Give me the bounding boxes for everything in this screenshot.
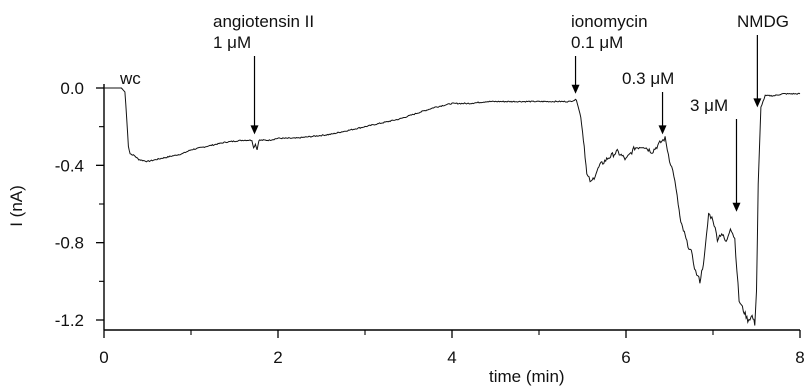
- annotation-arrow-head: [250, 125, 259, 135]
- tick-labels: 0 2 4 6 8 0.0 -0.4 -0.8 -1.2: [55, 79, 805, 367]
- annotation-arrow-head: [658, 125, 667, 135]
- annotation: ionomycin 0.1 μM: [571, 12, 648, 94]
- annotation-arrow-head: [732, 202, 741, 212]
- x-tick-label: 4: [447, 348, 456, 367]
- annotation-label: 0.3 μM: [622, 69, 674, 88]
- x-tick-label: 2: [273, 348, 282, 367]
- y-tick-label: -1.2: [55, 311, 84, 330]
- annotation-label: wc: [119, 69, 141, 88]
- annotation-arrow-head: [753, 98, 762, 108]
- y-axis-title: I (nA): [7, 185, 26, 227]
- annotation-label: 1 μM: [213, 33, 251, 52]
- annotation: NMDG: [737, 12, 789, 108]
- current-trace: [104, 87, 801, 326]
- y-tick-label: -0.4: [55, 156, 84, 175]
- annotation-label: 3 μM: [690, 96, 728, 115]
- annotation: 3 μM: [690, 96, 741, 212]
- annotation-label: 0.1 μM: [571, 33, 623, 52]
- annotation: wc: [119, 69, 141, 88]
- x-tick-label: 0: [99, 348, 108, 367]
- ticks: [96, 87, 801, 338]
- annotations: wc angiotensin II 1 μM ionomycin 0.1 μM 0.3 μ…: [119, 12, 789, 212]
- y-tick-label: 0.0: [60, 79, 84, 98]
- annotation-label: NMDG: [737, 12, 789, 31]
- x-axis-title: time (min): [489, 367, 565, 386]
- x-tick-label: 6: [621, 348, 630, 367]
- y-tick-label: -0.8: [55, 234, 84, 253]
- annotation-label: ionomycin: [571, 12, 648, 31]
- axes: [103, 84, 800, 331]
- annotation-label: angiotensin II: [213, 12, 314, 31]
- annotation: 0.3 μM: [622, 69, 674, 135]
- annotation: angiotensin II 1 μM: [213, 12, 314, 135]
- annotation-arrow-head: [571, 84, 580, 94]
- x-tick-label: 8: [795, 348, 804, 367]
